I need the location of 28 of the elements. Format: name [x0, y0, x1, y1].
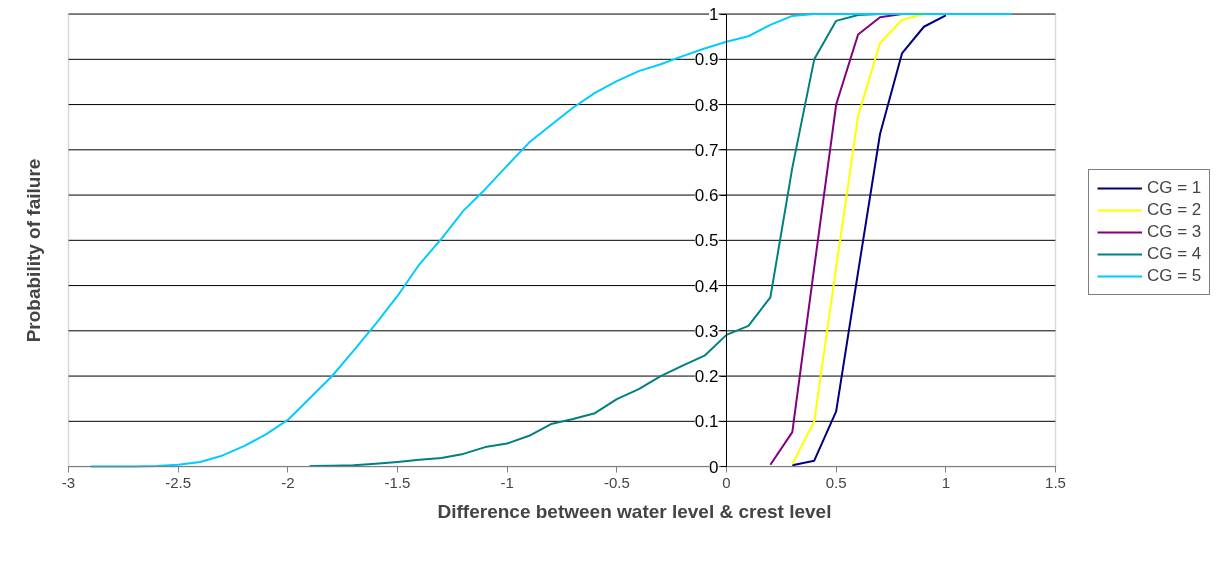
x-axis-title: Difference between water level & crest level [437, 500, 832, 522]
x-tick-label: 1 [941, 473, 951, 491]
y-tick-label: 0.7 [694, 140, 719, 160]
y-tick-label: 0.5 [694, 231, 719, 251]
x-tick-label: -1 [500, 473, 514, 491]
y-tick-label: 0.6 [694, 186, 719, 206]
y-tick-label: 0.4 [694, 276, 719, 296]
y-tick-label: 1 [709, 5, 719, 25]
y-tick-label: 0.1 [694, 412, 719, 432]
x-tick-label: -0.5 [603, 473, 630, 491]
legend-label: CG = 1 [1147, 178, 1202, 198]
x-tick-label: 1.5 [1045, 473, 1066, 491]
legend-label: CG = 2 [1147, 200, 1202, 220]
x-tick-label: 0.5 [825, 473, 847, 491]
y-tick-label: 0.2 [694, 367, 719, 387]
y-tick-label: 0.3 [694, 321, 719, 341]
legend-label: CG = 4 [1147, 244, 1202, 264]
y-tick-label: 0.9 [694, 50, 719, 70]
y-tick-label: 0 [709, 457, 719, 477]
legend-label: CG = 5 [1147, 266, 1202, 286]
x-tick-label: -2.5 [165, 473, 192, 491]
y-tick-label: 0.8 [694, 95, 719, 115]
x-tick-label: -1.5 [384, 473, 411, 491]
x-tick-label: -2 [281, 473, 295, 491]
x-tick-label: 0 [722, 473, 731, 491]
legend-label: CG = 3 [1147, 222, 1202, 242]
y-axis-title: Probability of failure [22, 158, 44, 343]
x-tick-label: -3 [61, 473, 76, 491]
